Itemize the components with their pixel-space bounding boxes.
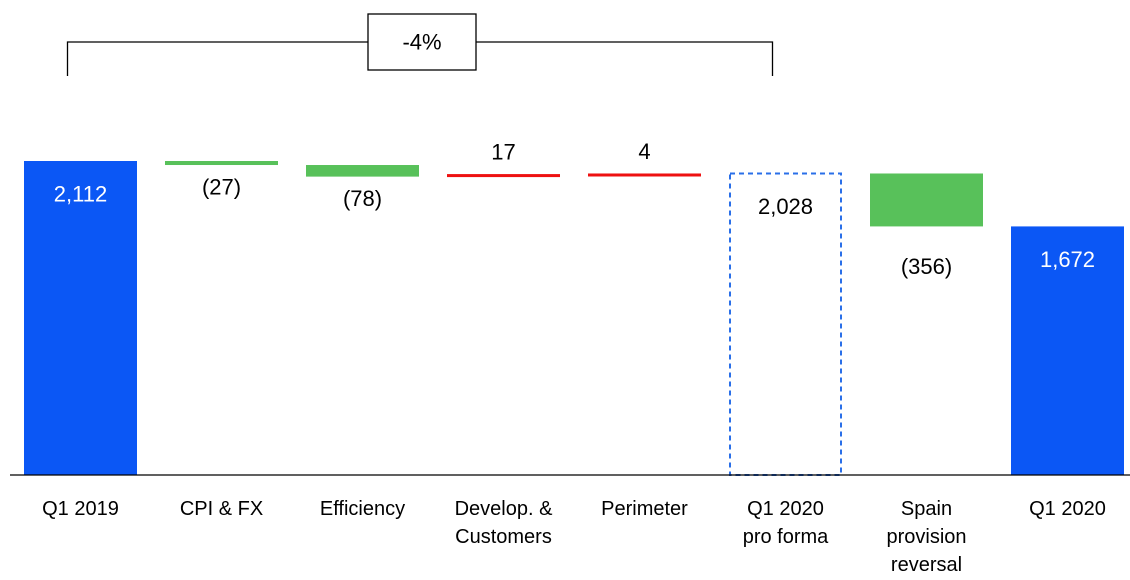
category-label-perimeter: Perimeter	[601, 498, 688, 520]
data-label-q1-2020: 1,672	[1040, 247, 1095, 272]
data-label-q1-2020-pro-forma: 2,028	[758, 194, 813, 219]
percentage-bracket: -4%	[66, 13, 774, 76]
data-label-q1-2019: 2,112	[54, 182, 107, 207]
category-label-spain-provision-reversal: Spain provision reversal	[886, 498, 966, 576]
data-labels: 2,112 (27) (78) 17 4 2,028 (356) 1,672	[54, 139, 1095, 279]
category-label-cpi-fx: CPI & FX	[180, 498, 263, 520]
data-label-perimeter: 4	[638, 139, 650, 164]
category-label-develop-customers: Develop. & Customers	[455, 498, 553, 548]
bar-cpi-fx	[165, 161, 278, 166]
data-label-spain-provision-reversal: (356)	[901, 254, 952, 279]
bars	[24, 161, 1124, 476]
bar-q1-2020	[1011, 226, 1124, 475]
bar-develop-customers	[447, 174, 560, 178]
category-label-q1-2020: Q1 2020	[1029, 498, 1106, 520]
category-label-q1-2019: Q1 2019	[42, 498, 119, 520]
bar-efficiency	[306, 165, 419, 177]
category-label-efficiency: Efficiency	[320, 498, 405, 520]
bar-spain-provision-reversal	[870, 173, 983, 227]
bar-perimeter	[588, 173, 701, 177]
bracket-label-box	[367, 13, 477, 71]
data-label-cpi-fx: (27)	[202, 175, 241, 200]
category-labels: Q1 2019 CPI & FX Efficiency Develop. & Custo…	[42, 498, 1106, 576]
data-label-develop-customers: 17	[491, 140, 515, 165]
bar-q1-2019	[24, 161, 137, 475]
bracket-label: -4%	[402, 30, 441, 55]
data-label-efficiency: (78)	[343, 186, 382, 211]
category-label-q1-2020-pro-forma: Q1 2020 pro forma	[743, 498, 829, 548]
